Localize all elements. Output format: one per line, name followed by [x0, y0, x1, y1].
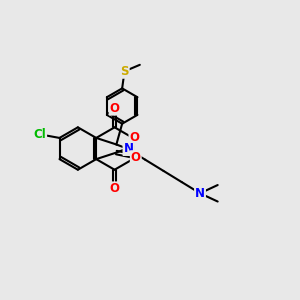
Text: O: O	[110, 102, 120, 115]
Text: S: S	[120, 65, 129, 78]
Text: N: N	[195, 187, 205, 200]
Text: N: N	[124, 142, 134, 155]
Text: O: O	[131, 151, 141, 164]
Text: O: O	[129, 131, 140, 144]
Text: Cl: Cl	[33, 128, 46, 142]
Text: O: O	[110, 182, 120, 195]
